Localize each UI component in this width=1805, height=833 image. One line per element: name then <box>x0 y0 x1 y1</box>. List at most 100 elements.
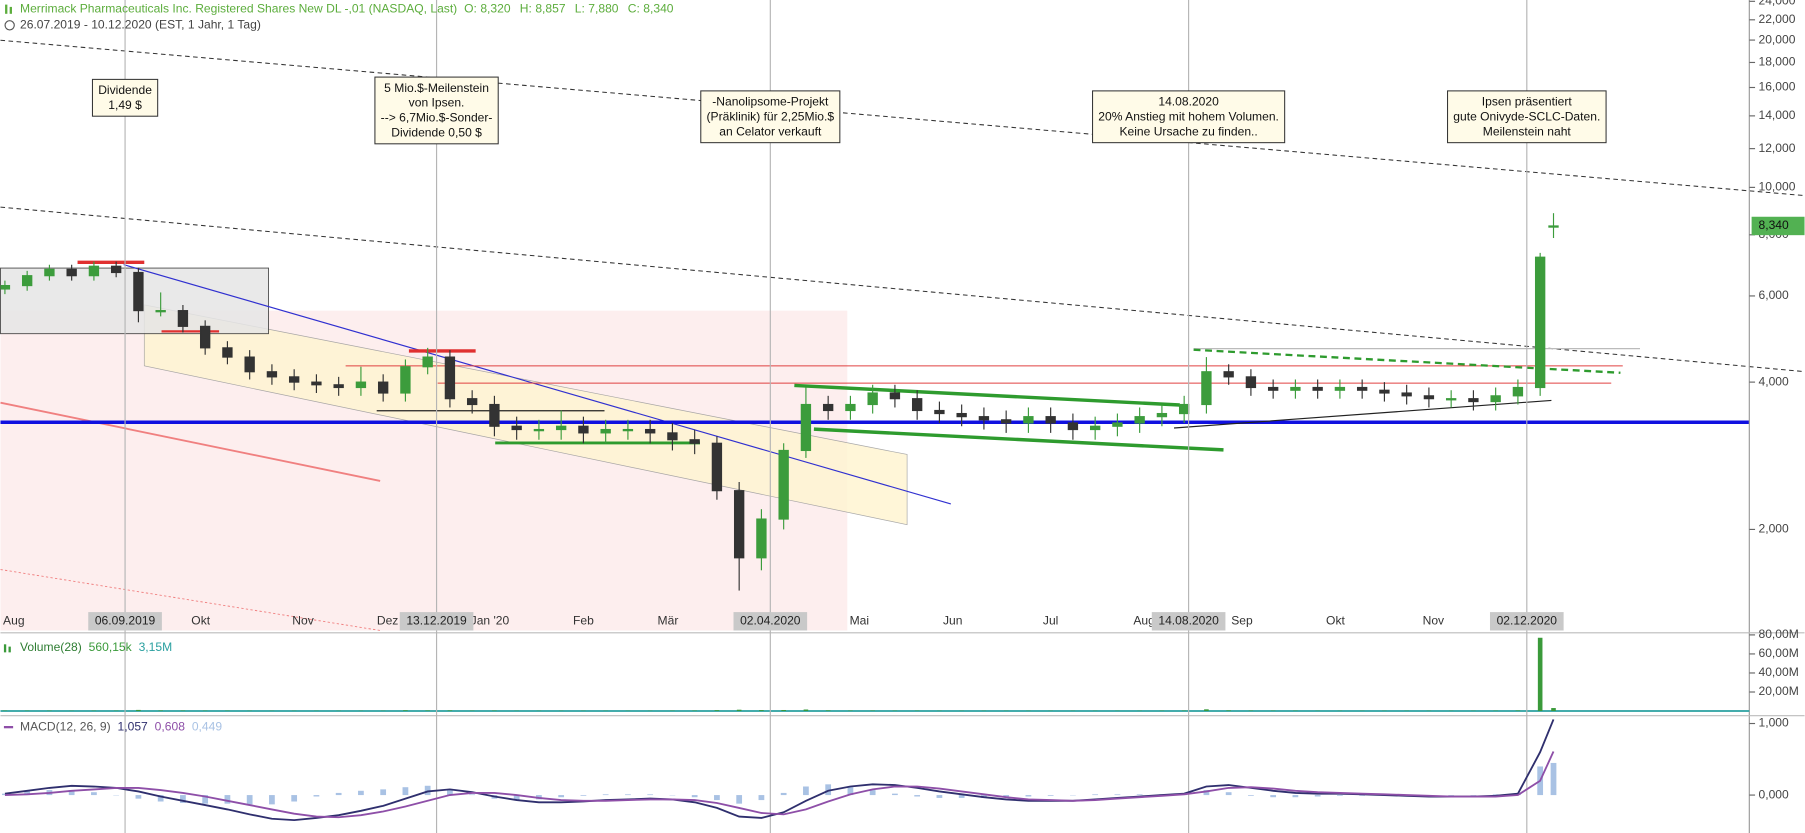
header-icons <box>3 4 15 729</box>
candle-body <box>244 356 255 373</box>
histogram-bar <box>246 795 253 805</box>
volume-bar <box>1181 710 1187 712</box>
x-tick-label: Mär <box>658 613 679 627</box>
date-marker-box <box>1151 612 1226 631</box>
volume-bar <box>1293 710 1298 712</box>
candle-body <box>867 392 878 406</box>
candle-body <box>1201 371 1212 406</box>
histogram-bar <box>691 795 698 798</box>
histogram-bar <box>780 792 787 796</box>
panel-bar <box>2 637 1556 712</box>
candle-body <box>934 409 945 415</box>
volume-icon <box>3 644 7 653</box>
histogram-bar <box>269 795 275 805</box>
candle-body <box>978 416 990 421</box>
histogram-bar <box>1225 792 1232 796</box>
histogram-bar <box>736 795 743 804</box>
y-tick-label: 2,000 <box>1759 522 1790 536</box>
histogram-bar <box>803 786 809 796</box>
triangle-line <box>794 383 1180 407</box>
volume-bar <box>1493 710 1498 712</box>
volume-bar <box>1315 710 1320 712</box>
volume-bar <box>581 710 586 712</box>
candle-body <box>466 398 478 406</box>
histogram-bar <box>180 795 186 803</box>
x-tick-label: Nov <box>292 613 313 627</box>
volume-bar <box>403 710 408 712</box>
candle-body <box>1134 416 1145 424</box>
volume-bar <box>603 710 608 712</box>
candle-body <box>911 398 923 412</box>
candle-body <box>21 275 33 287</box>
volume-bar <box>1115 710 1120 712</box>
histogram-bar <box>758 795 765 801</box>
histogram-bar <box>2 793 8 796</box>
histogram-bar <box>1248 795 1254 796</box>
volume-bar <box>1426 710 1432 712</box>
histogram-bar <box>558 795 565 798</box>
candle-body <box>199 325 211 349</box>
volume-bar <box>1159 710 1165 712</box>
volume-bar <box>1003 710 1009 712</box>
volume-bar <box>225 710 230 712</box>
annotation-text: 14.08.2020 <box>1158 95 1219 109</box>
macd-icon <box>3 725 14 729</box>
volume-bar <box>870 710 875 712</box>
volume-icon <box>8 646 11 653</box>
histogram-bar <box>825 784 832 796</box>
candle-body <box>1245 376 1257 389</box>
candle-body <box>533 428 545 432</box>
legend-text: 560,15k <box>89 640 133 654</box>
y-tick-label: 20,00M <box>1759 684 1799 698</box>
volume-bar <box>558 710 564 712</box>
histogram-bar <box>447 789 453 796</box>
histogram-bar <box>936 795 943 798</box>
trend-line <box>0 39 1805 197</box>
x-tick-label: Aug <box>3 613 25 627</box>
clock-icon <box>4 20 15 31</box>
y-tick-label: 18,000 <box>1759 55 1796 69</box>
y-tick-label: 40,00M <box>1759 665 1799 679</box>
volume-bar <box>1515 710 1521 712</box>
volume-bar <box>714 710 720 712</box>
candle-body <box>489 403 500 427</box>
histogram-bar <box>1114 794 1121 796</box>
x-tick-label: Dez <box>377 613 398 627</box>
volume-bar <box>91 710 97 712</box>
x-tick-label: Okt <box>191 613 210 627</box>
annotation-text: Meilenstein naht <box>1483 125 1572 139</box>
candle-body <box>44 268 55 277</box>
y-tick-label: 6,000 <box>1759 288 1790 302</box>
candle-body <box>110 265 122 274</box>
volume-bar <box>180 710 186 712</box>
histogram-bar <box>1359 795 1366 796</box>
annotation-text: 1,49 $ <box>108 98 142 112</box>
volume-bar <box>469 710 475 712</box>
x-tick-label: Jun <box>943 613 962 627</box>
candle-body <box>1534 256 1546 389</box>
candle-body <box>778 449 789 520</box>
volume-bar <box>1048 710 1053 712</box>
histogram-bar <box>1047 795 1054 796</box>
candle-body <box>622 428 634 432</box>
volume-bar <box>358 710 364 712</box>
histogram-bar <box>1314 795 1321 797</box>
x-tick-label: Nov <box>1423 613 1444 627</box>
volume-bar <box>959 710 964 712</box>
histogram-bar <box>1003 795 1010 798</box>
candle-body <box>1223 371 1234 378</box>
annotation-text: --> 6,7Mio.$-Sonder- <box>381 111 493 125</box>
legend-text: Merrimack Pharmaceuticals Inc. Registere… <box>20 1 457 15</box>
candle-body <box>400 366 411 394</box>
candle-body <box>733 490 745 559</box>
annotation-box <box>374 76 499 145</box>
histogram-bar <box>469 794 476 796</box>
x-tick-label: Sep <box>1231 613 1253 627</box>
candle-body <box>1312 386 1323 391</box>
candle-body <box>1290 386 1301 391</box>
y-tick-label: 16,000 <box>1759 80 1796 94</box>
histogram-bar <box>647 794 654 796</box>
candle-body <box>288 376 300 383</box>
macd-line <box>4 751 1555 819</box>
